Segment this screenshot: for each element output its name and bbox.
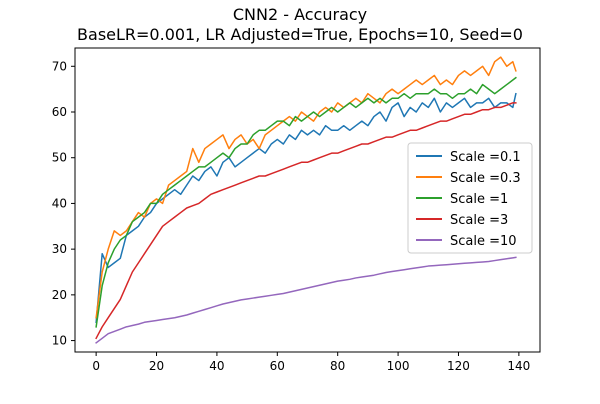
legend-label: Scale =1 [450, 192, 508, 207]
series-line-2 [95, 76, 517, 328]
legend: Scale =0.1 Scale =0.3 Scale =1 Scale =3 Scal… [407, 142, 533, 254]
x-tick-label: 140 [507, 359, 530, 373]
y-axis-ticks: 10 20 30 40 50 60 70 [52, 59, 75, 348]
series-layer [95, 56, 517, 344]
series-line-0 [95, 92, 517, 324]
y-tick-label: 10 [52, 334, 67, 348]
x-tick-label: 80 [330, 359, 345, 373]
x-tick-label: 100 [387, 359, 410, 373]
legend-label: Scale =0.3 [450, 171, 521, 186]
chart-subtitle: BaseLR=0.001, LR Adjusted=True, Epochs=1… [77, 25, 523, 44]
y-tick-label: 70 [52, 59, 67, 73]
y-tick-label: 50 [52, 151, 67, 165]
series-line-4 [95, 256, 517, 344]
legend-box [407, 142, 533, 254]
legend-label: Scale =0.1 [450, 150, 521, 165]
y-tick-label: 20 [52, 288, 67, 302]
x-tick-label: 0 [92, 359, 100, 373]
y-tick-label: 60 [52, 105, 67, 119]
chart-title: CNN2 - Accuracy [233, 5, 367, 24]
x-tick-label: 40 [209, 359, 224, 373]
x-tick-label: 120 [447, 359, 470, 373]
x-axis-ticks: 0 20 40 60 80 100 120 140 [92, 352, 530, 373]
legend-label: Scale =3 [450, 213, 508, 228]
legend-label: Scale =10 [450, 234, 517, 249]
x-tick-label: 60 [270, 359, 285, 373]
y-tick-label: 30 [52, 242, 67, 256]
series-line-3 [95, 102, 517, 340]
x-tick-label: 20 [149, 359, 164, 373]
plot-frame [74, 47, 541, 353]
y-tick-label: 40 [52, 196, 67, 210]
